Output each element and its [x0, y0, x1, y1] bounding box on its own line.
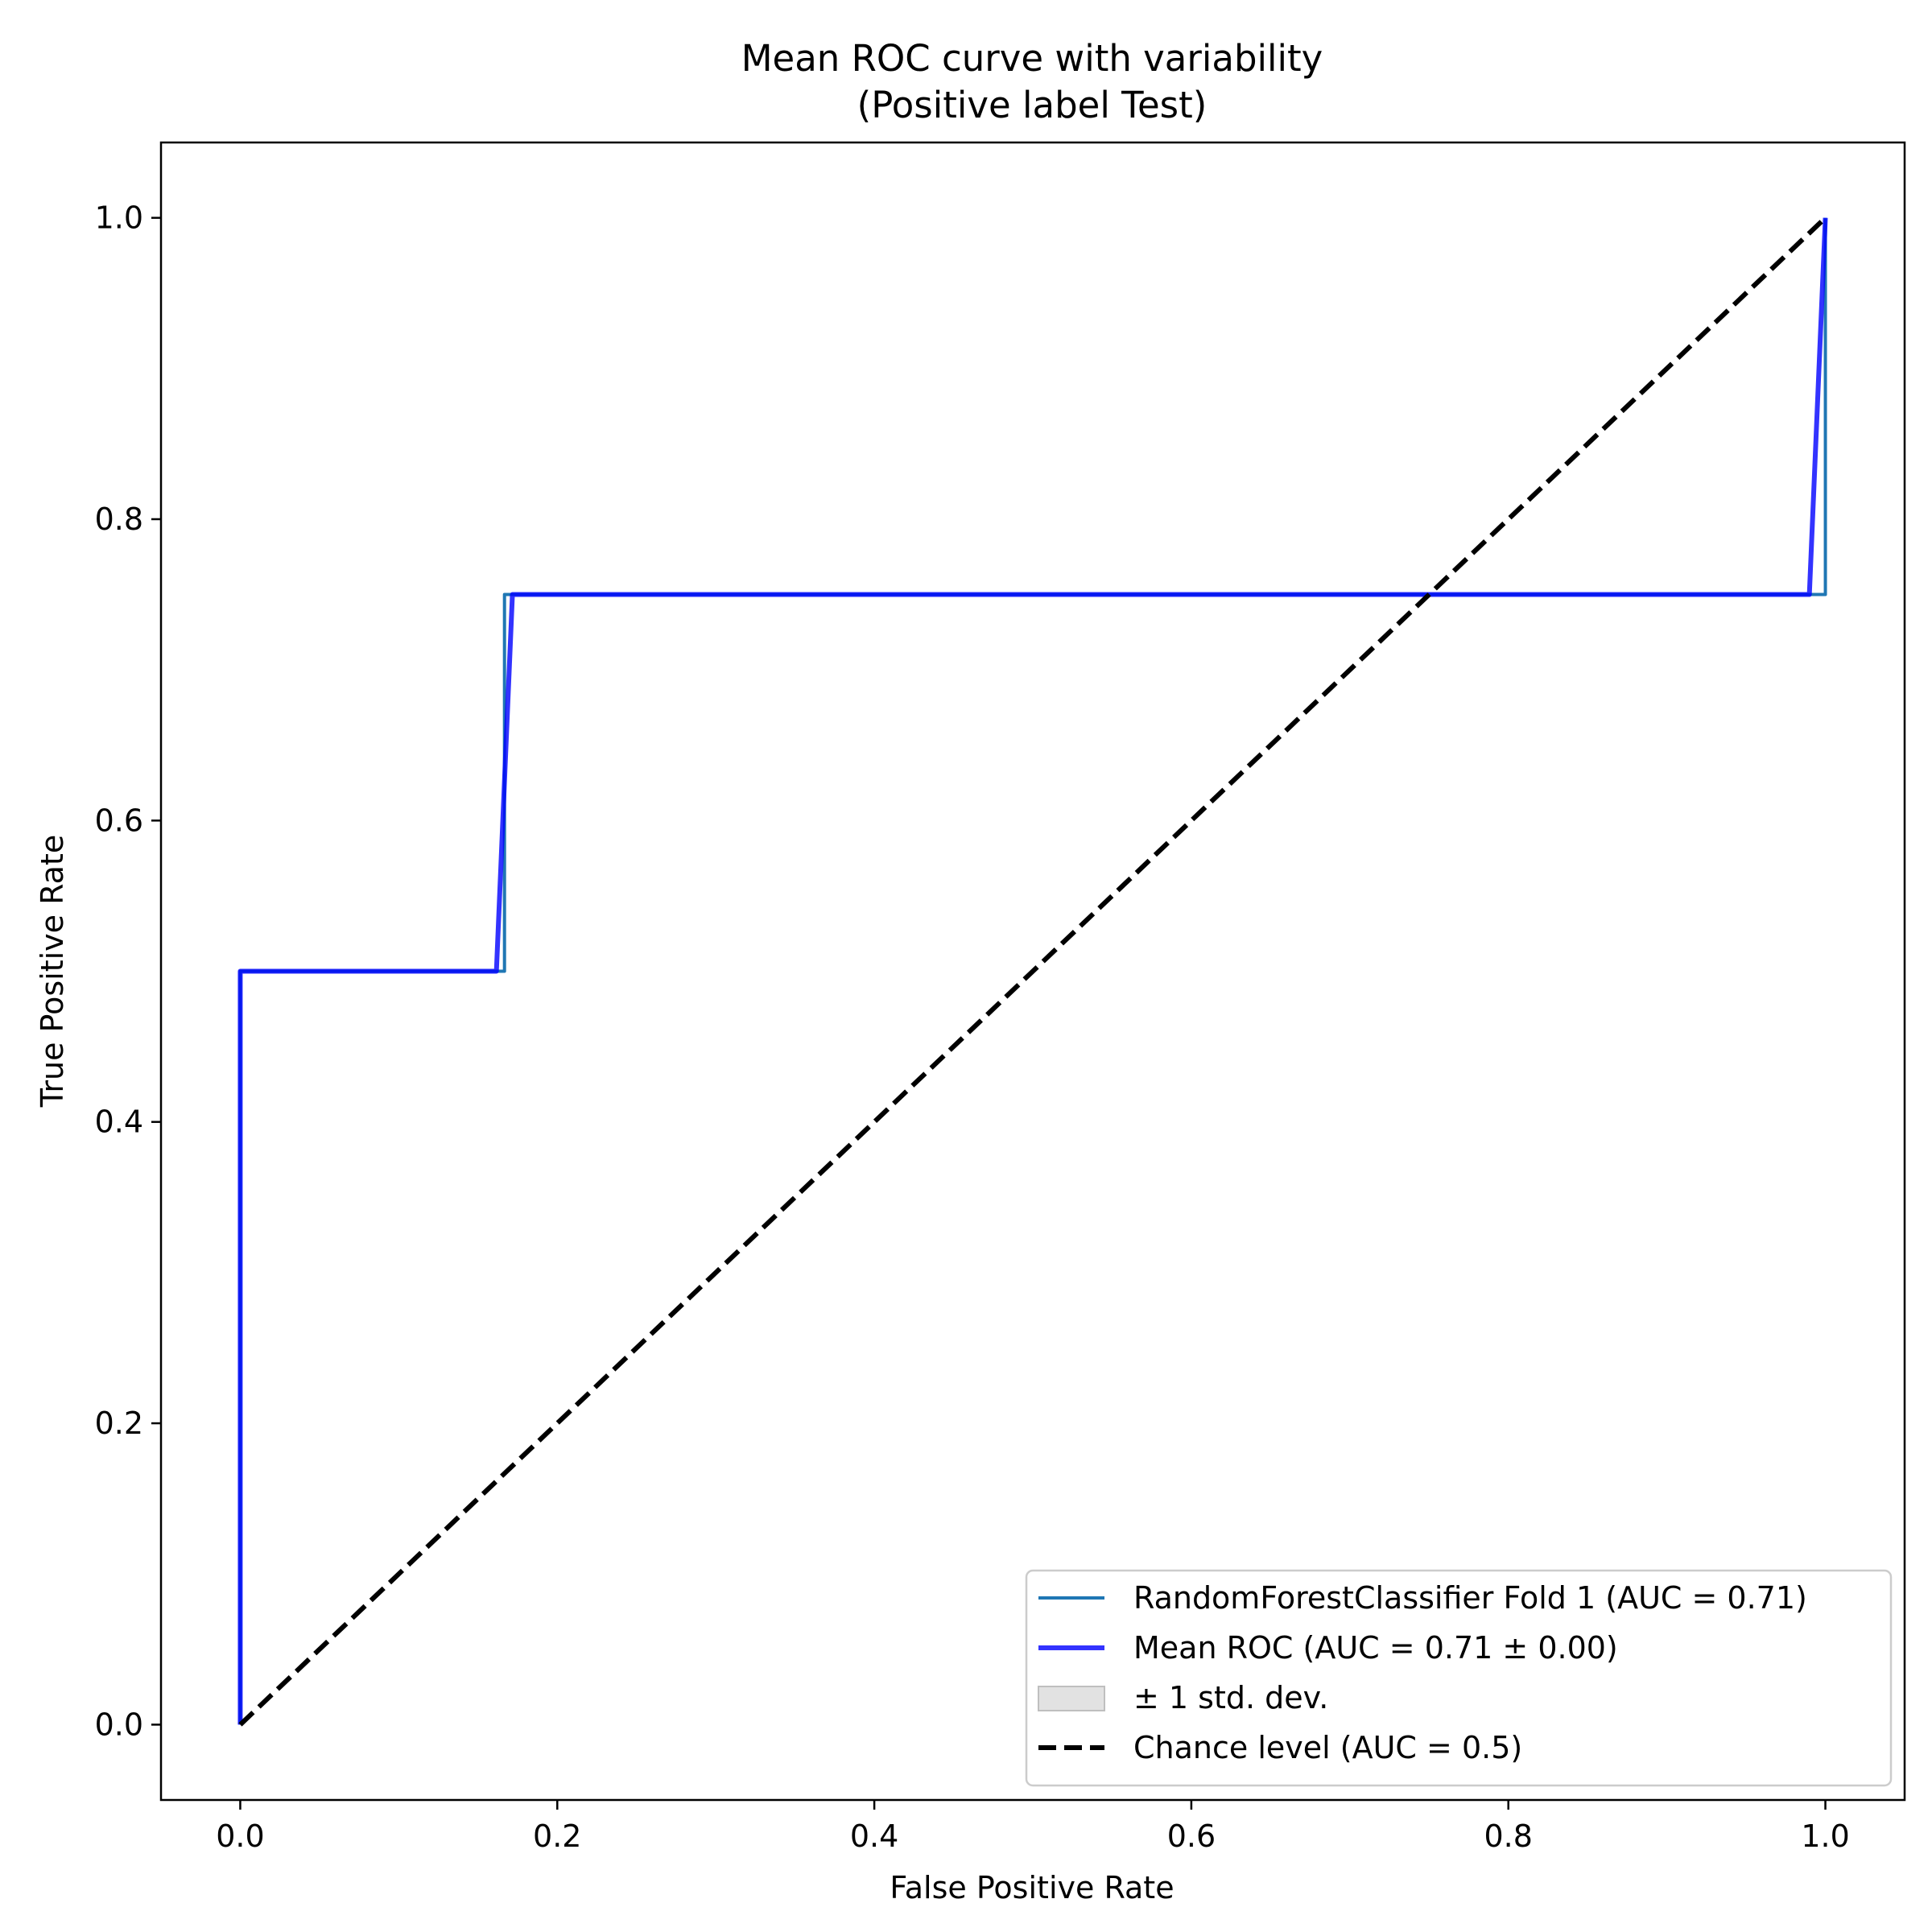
plot-frame	[159, 141, 1906, 1802]
y-tick-label: 0.6	[95, 803, 143, 838]
legend-label: RandomForestClassifier Fold 1 (AUC = 0.7…	[1133, 1580, 1807, 1616]
x-tick-label: 1.0	[1801, 1818, 1849, 1854]
y-tick-label: 0.0	[95, 1707, 143, 1742]
chart-title: Mean ROC curve with variability	[741, 37, 1323, 80]
y-tick-label: 0.8	[95, 502, 143, 537]
legend: RandomForestClassifier Fold 1 (AUC = 0.7…	[1025, 1569, 1893, 1787]
y-axis-label: True Positive Rate	[35, 835, 70, 1108]
series-line-1	[237, 217, 1828, 1725]
x-tick-label: 0.6	[1167, 1818, 1216, 1854]
legend-label: ± 1 std. dev.	[1133, 1680, 1328, 1715]
x-tick-label: 0.0	[216, 1818, 264, 1854]
legend-label: Chance level (AUC = 0.5)	[1133, 1730, 1522, 1765]
legend-box	[1025, 1569, 1893, 1787]
y-tick-label: 0.2	[95, 1406, 143, 1441]
y-tick-label: 1.0	[95, 200, 143, 236]
chart-subtitle: (Positive label Test)	[857, 84, 1208, 126]
legend-swatch-fill	[1038, 1686, 1105, 1711]
x-tick-label: 0.8	[1484, 1818, 1533, 1854]
y-tick-label: 0.4	[95, 1104, 143, 1140]
x-tick-label: 0.2	[533, 1818, 581, 1854]
legend-label: Mean ROC (AUC = 0.71 ± 0.00)	[1133, 1630, 1618, 1666]
x-axis-label: False Positive Rate	[890, 1870, 1174, 1905]
x-tick-label: 0.4	[850, 1818, 898, 1854]
series-line-3	[238, 216, 1827, 1727]
